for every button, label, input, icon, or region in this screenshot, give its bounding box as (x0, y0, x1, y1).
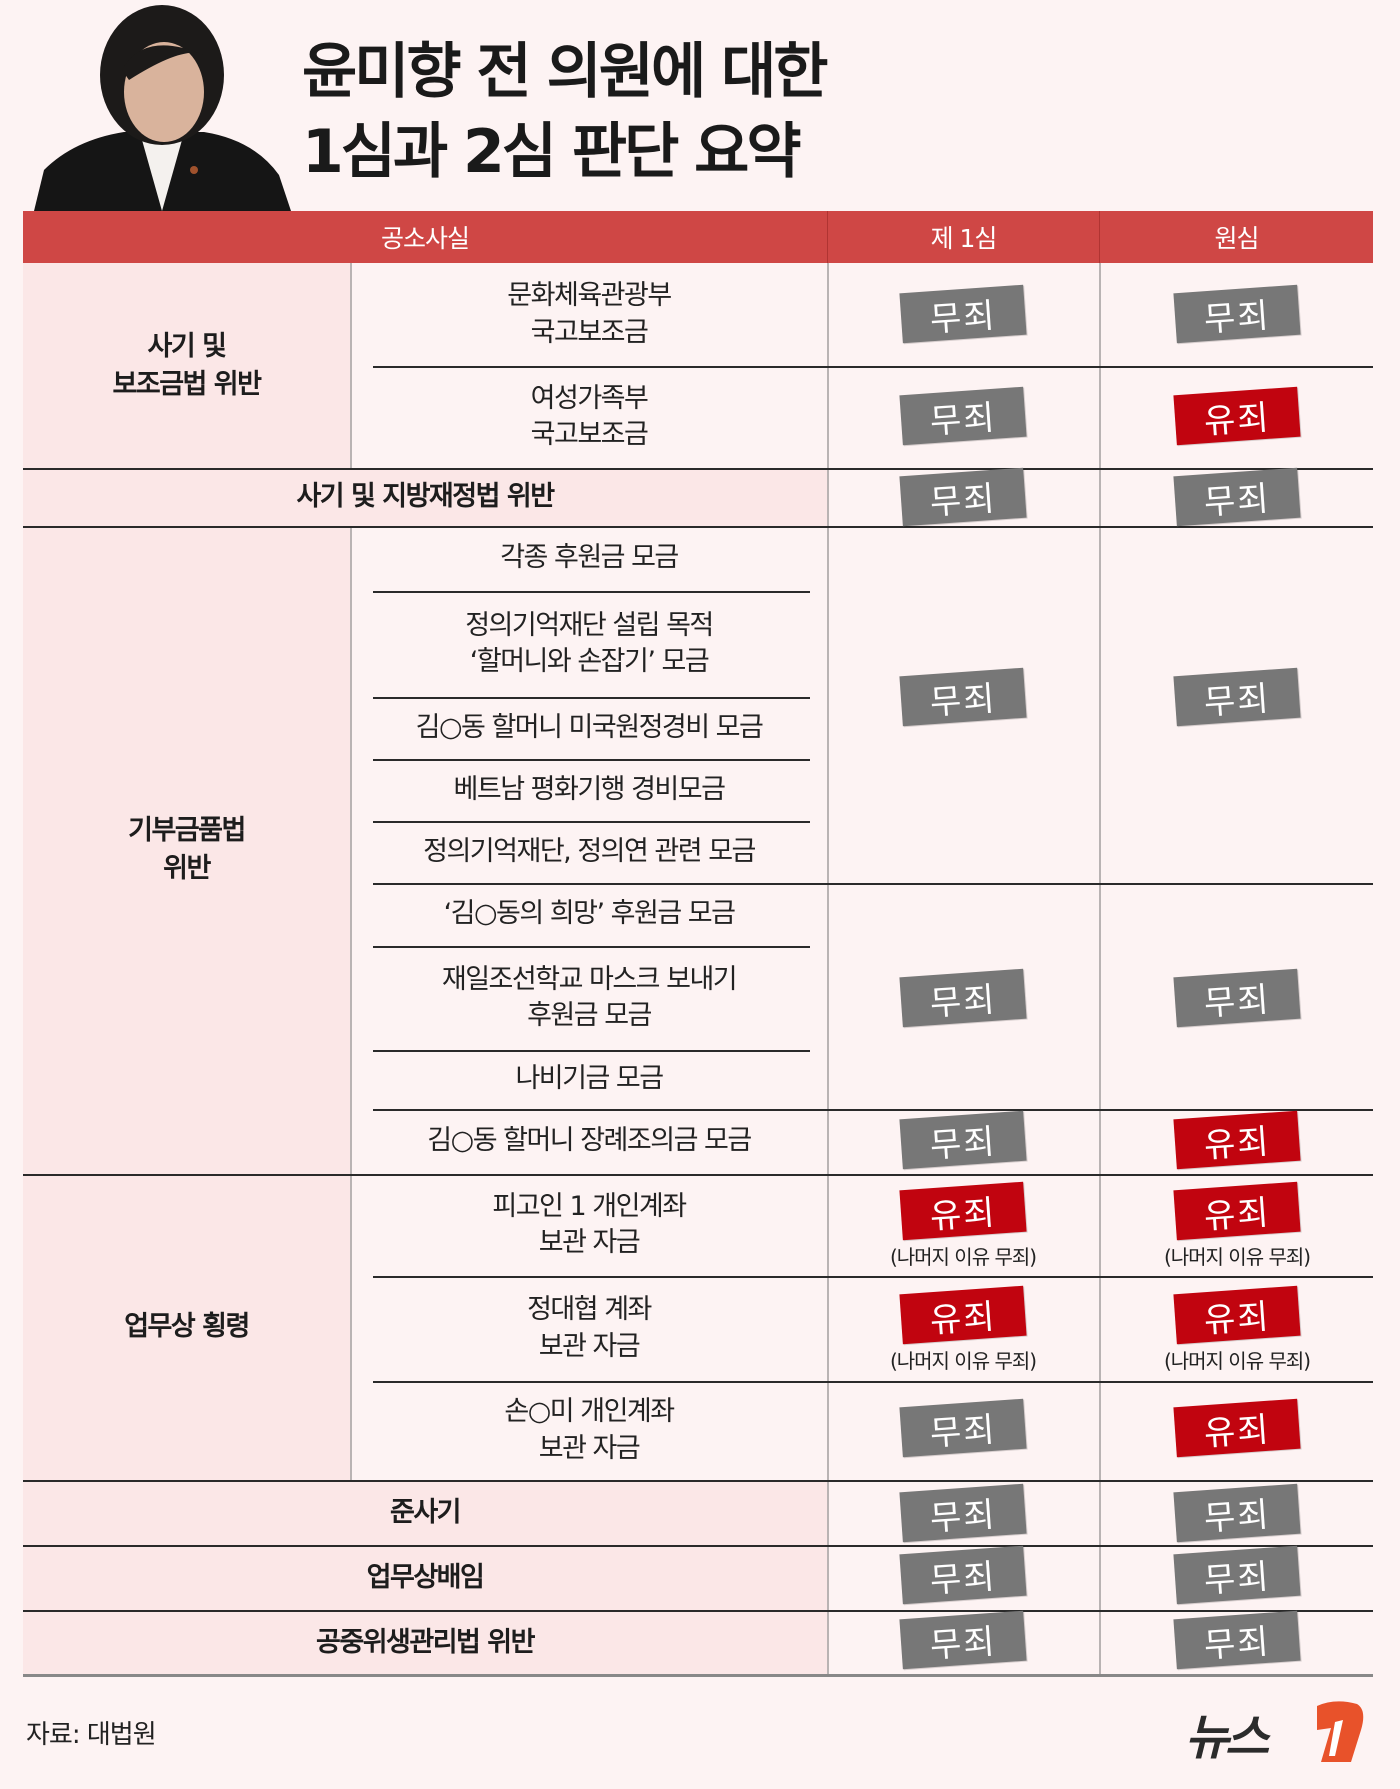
verdict-note: (나머지 이유 무죄) (889, 1245, 1037, 1269)
column-divider (827, 263, 829, 1675)
row-divider (23, 1480, 1373, 1482)
not-guilty-stamp-first: 무죄 (899, 467, 1027, 527)
source-note: 자료: 대법원 (26, 1720, 157, 1750)
not-guilty-stamp-first: 무죄 (899, 284, 1027, 344)
column-divider (350, 526, 352, 1480)
guilty-stamp-original: 유죄 (1173, 1110, 1301, 1170)
title-line-1: 윤미향 전 의원에 대한 (302, 37, 828, 107)
row-divider (373, 1276, 1373, 1278)
category-cell: 기부금품법 위반 (23, 526, 350, 1174)
row-divider (23, 468, 1373, 470)
charge-item: ‘김○동의 희망’ 후원금 모금 (443, 898, 736, 930)
category-cell: 공중위생관리법 위반 (23, 1610, 827, 1675)
column-divider (350, 263, 352, 468)
row-divider (23, 1174, 1373, 1176)
table-header (23, 211, 1373, 263)
charge-item: 베트남 평화기행 경비모금 (453, 773, 726, 805)
guilty-stamp-original: 유죄 (1173, 1285, 1301, 1345)
category-cell: 준사기 (23, 1480, 827, 1545)
verdict-note: (나머지 이유 무죄) (1163, 1245, 1311, 1269)
guilty-stamp-original: 유죄 (1173, 1181, 1301, 1241)
charge-item: 여성가족부 국고보조금 (530, 382, 649, 450)
category-cell: 업무상 횡령 (23, 1174, 350, 1480)
not-guilty-stamp-original: 무죄 (1173, 667, 1301, 727)
verdict-note: (나머지 이유 무죄) (1163, 1349, 1311, 1373)
not-guilty-stamp-original: 무죄 (1173, 1483, 1301, 1543)
charge-item: 피고인 1 개인계좌 보관 자금 (492, 1190, 687, 1258)
not-guilty-stamp-first: 무죄 (899, 968, 1027, 1028)
row-divider (23, 1545, 1373, 1547)
guilty-stamp-original: 유죄 (1173, 386, 1301, 446)
header-charges: 공소사실 (380, 224, 470, 253)
verdict-note: (나머지 이유 무죄) (889, 1349, 1037, 1373)
not-guilty-stamp-first: 무죄 (899, 1398, 1027, 1458)
row-divider (373, 366, 1373, 368)
charge-item: 김○동 할머니 장례조의금 모금 (427, 1125, 752, 1157)
charge-item: 정의기억재단 설립 목적 ‘할머니와 손잡기’ 모금 (465, 609, 714, 677)
charge-item: 재일조선학교 마스크 보내기 후원금 모금 (441, 963, 738, 1031)
charge-item: 정대협 계좌 보관 자금 (527, 1294, 652, 1362)
header-first-trial: 제 1심 (930, 224, 998, 253)
header-divider (827, 211, 828, 263)
header-divider (1099, 211, 1100, 263)
not-guilty-stamp-first: 무죄 (899, 667, 1027, 727)
not-guilty-stamp-original: 무죄 (1173, 1545, 1301, 1605)
row-divider (373, 1109, 1373, 1111)
not-guilty-stamp-first: 무죄 (899, 386, 1027, 446)
not-guilty-stamp-first: 무죄 (899, 1545, 1027, 1605)
guilty-stamp-first: 유죄 (899, 1181, 1027, 1241)
category-cell: 업무상배임 (23, 1545, 827, 1610)
not-guilty-stamp-first: 무죄 (899, 1483, 1027, 1543)
row-divider (373, 1050, 810, 1052)
row-divider (373, 697, 810, 699)
table-bottom-border (23, 1674, 1373, 1677)
row-divider (373, 591, 810, 593)
category-cell: 사기 및 지방재정법 위반 (23, 468, 827, 526)
row-divider (23, 1610, 1373, 1612)
not-guilty-stamp-first: 무죄 (899, 1110, 1027, 1170)
charge-item: 문화체육관광부 국고보조금 (507, 280, 672, 348)
not-guilty-stamp-original: 무죄 (1173, 1610, 1301, 1670)
svg-text:뉴스: 뉴스 (1185, 1710, 1271, 1766)
row-divider (373, 759, 810, 761)
row-divider (373, 821, 810, 823)
not-guilty-stamp-original: 무죄 (1173, 467, 1301, 527)
not-guilty-stamp-original: 무죄 (1173, 284, 1301, 344)
not-guilty-stamp-original: 무죄 (1173, 968, 1301, 1028)
charge-item: 정의기억재단, 정의연 관련 모금 (423, 835, 756, 867)
not-guilty-stamp-first: 무죄 (899, 1610, 1027, 1670)
row-divider (373, 883, 1373, 885)
charge-item: 손○미 개인계좌 보관 자금 (504, 1396, 675, 1464)
politician-photo (34, 0, 291, 211)
charge-item: 김○동 할머니 미국원정경비 모금 (415, 711, 764, 743)
row-divider (373, 946, 810, 948)
guilty-stamp-original: 유죄 (1173, 1398, 1301, 1458)
row-divider (23, 526, 1373, 528)
category-cell: 사기 및 보조금법 위반 (23, 263, 350, 468)
guilty-stamp-first: 유죄 (899, 1285, 1027, 1345)
charge-item: 나비기금 모금 (515, 1063, 664, 1095)
row-divider (373, 1381, 1373, 1383)
column-divider (1099, 263, 1101, 1675)
charge-item: 각종 후원금 모금 (500, 542, 679, 574)
news1-logo: 뉴스 (1185, 1700, 1375, 1766)
title-line-2: 1심과 2심 판단 요약 (302, 117, 802, 187)
header-original-trial: 원심 (1214, 224, 1259, 253)
